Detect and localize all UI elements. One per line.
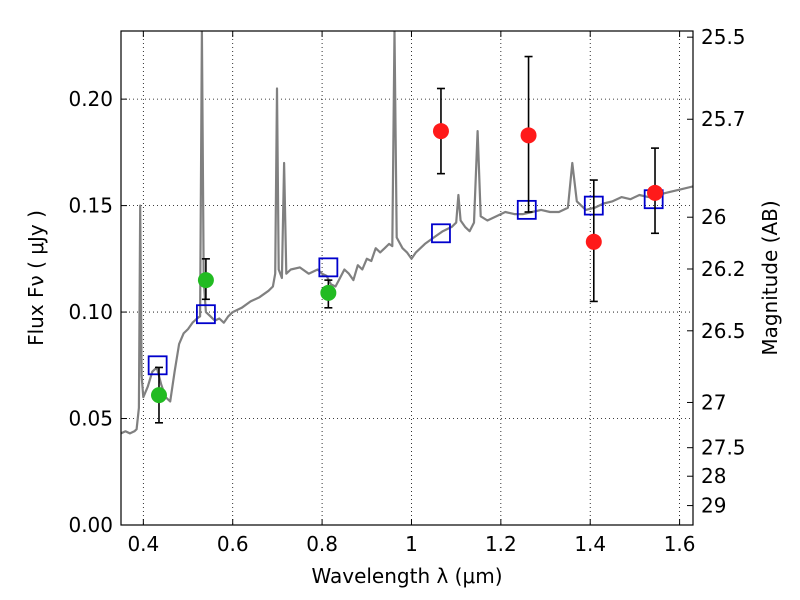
model-point (318, 257, 339, 278)
x-axis-ticks: 0.4 0.6 0.8 1 1.2 1.4 1.6 (127, 31, 696, 556)
model-point (196, 304, 216, 325)
x-tick-label: 0.8 (306, 532, 338, 556)
x-tick-label: 0.4 (127, 532, 159, 556)
y-axis-label: Flux Fν ( μJy ) (24, 210, 48, 346)
x-axis-label: Wavelength λ (μm) (311, 564, 502, 588)
y2-axis-ticks: 25.5 25.7 26 26.2 26.5 27 27.5 28 29 (687, 25, 746, 518)
x-tick-label: 0.6 (217, 532, 249, 556)
measured-point (647, 147, 664, 235)
y2-axis-label: Magnitude (AB) (758, 200, 782, 355)
y-tick-label: 0.15 (68, 194, 113, 218)
measured-marker (432, 123, 449, 140)
y-tick-label: 0.00 (68, 513, 113, 537)
measured-marker (150, 387, 167, 404)
y2-tick-label: 29 (701, 494, 726, 518)
y2-tick-label: 27 (701, 390, 726, 414)
y2-tick-label: 25.5 (701, 25, 746, 49)
spectrum-series (121, 31, 693, 435)
measured-point (520, 55, 537, 213)
y2-tick-label: 26.2 (701, 257, 746, 281)
y-axis-ticks: 0.00 0.05 0.10 0.15 0.20 (68, 87, 127, 537)
y2-tick-label: 26 (701, 205, 726, 229)
x-tick-label: 1.4 (574, 532, 606, 556)
measured-point (585, 179, 602, 303)
model-point (431, 223, 451, 244)
y2-tick-label: 28 (701, 464, 726, 488)
model-point (516, 199, 537, 220)
model-points (147, 189, 664, 376)
y2-tick-label: 25.7 (701, 107, 746, 131)
measured-marker (647, 184, 664, 201)
y-tick-label: 0.10 (68, 300, 113, 324)
y-tick-label: 0.05 (68, 407, 113, 431)
measured-point (432, 87, 449, 175)
measured-marker (320, 284, 337, 301)
spectrum-line (121, 31, 693, 435)
measured-points (150, 55, 664, 424)
x-tick-label: 1.6 (664, 532, 696, 556)
measured-point (320, 279, 337, 309)
measured-point (197, 258, 214, 301)
measured-marker (520, 127, 537, 144)
x-tick-label: 1.2 (485, 532, 517, 556)
y2-tick-label: 26.5 (701, 319, 746, 343)
model-point (147, 355, 168, 376)
measured-marker (585, 233, 602, 250)
y2-tick-label: 27.5 (701, 436, 746, 460)
x-tick-label: 1 (405, 532, 418, 556)
plot-frame (120, 30, 694, 526)
measured-marker (197, 272, 214, 289)
measured-point (150, 366, 167, 424)
y-tick-label: 0.20 (68, 87, 113, 111)
